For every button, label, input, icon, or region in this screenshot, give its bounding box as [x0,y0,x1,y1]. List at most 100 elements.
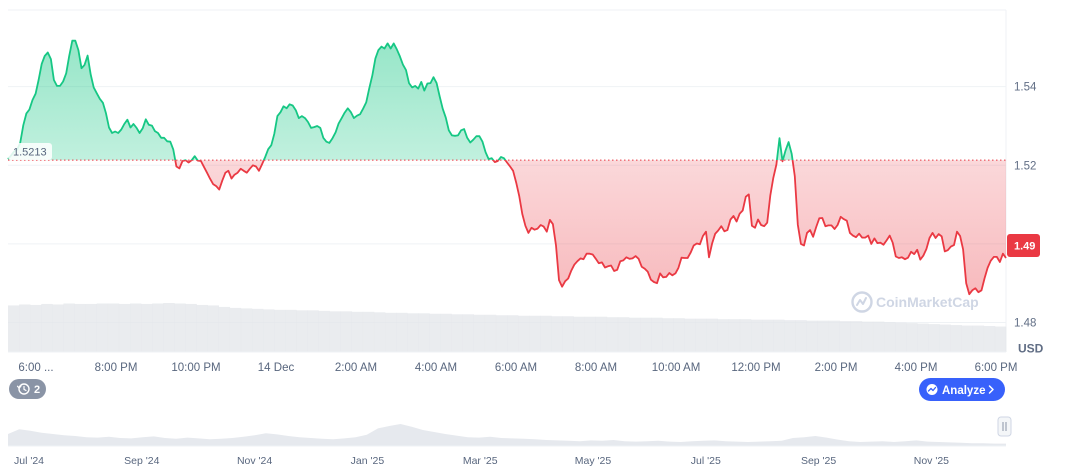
volume-bar [795,320,807,352]
price-line-down[interactable] [8,41,1007,296]
volume-bar [651,317,663,352]
price-area-down [8,160,1006,295]
y-axis: 1.541.521.501.48 [1014,82,1037,330]
volume-bar [706,318,718,352]
history-count: 2 [34,384,40,396]
volume-bar [628,317,641,352]
analyze-icon [926,384,938,395]
volume-bar [895,322,907,352]
x-tick-label: 8:00 AM [575,362,617,374]
overview-x-label: Jul '24 [14,455,44,467]
coinmarketcap-logo-icon [851,291,873,313]
x-tick-label: 4:00 PM [895,362,938,374]
volume-bar [762,319,774,352]
volume-bar [263,309,275,352]
navigator-handle[interactable] [997,416,1012,437]
volume-bar [396,312,408,352]
baseline-value-label: 1.5213 [13,147,47,159]
volume-bar [994,326,1007,352]
volume-bar [484,314,497,352]
volume-bar [773,319,785,352]
overview-x-label: Nov '24 [237,455,272,467]
x-tick-label: 10:00 AM [652,362,701,374]
volume-bar [917,323,929,352]
volume-bar [318,310,330,352]
volume-bar [351,311,364,352]
volume-bar [229,307,242,352]
analyze-label: Analyze [942,385,985,397]
analyze-button[interactable]: Analyze [919,378,1005,401]
volume-bar [373,312,386,352]
volume-bar [573,316,585,352]
overview-x-label: Jul '25 [691,455,721,467]
current-price-label: 1.49 [1014,241,1035,253]
volume-bar [540,315,552,352]
volume-bar [828,320,840,352]
overview-navigator[interactable]: Jul '24 Sep '24 Nov '24 Jan '25 Mar '25 May '… [8,406,1012,467]
volume-bar [551,316,563,352]
volume-bar [872,321,885,352]
coinmarketcap-watermark: CoinMarketCap [851,291,979,313]
volume-bar [196,304,208,352]
x-tick-label: 2:00 AM [335,362,377,374]
volume-bar [928,324,940,352]
volume-bar [285,309,297,352]
price-line-up[interactable] [7,39,1006,295]
volume-bar [240,308,253,352]
volume-bar [961,325,974,352]
volume-bar [163,303,175,352]
volume-bar [74,303,86,352]
volume-bar [129,303,142,352]
volume-bar [717,319,730,352]
y-tick-label: 1.54 [1014,82,1037,94]
history-badge[interactable]: 2 [9,379,46,399]
volume-bar [939,324,951,352]
x-tick-label: 8:00 PM [95,362,138,374]
overview-x-label: May '25 [575,455,612,467]
price-area-up [8,40,793,161]
volume-bar [307,310,319,352]
volume-bar [884,322,896,352]
volume-bar [118,303,131,352]
x-tick-label: 14 Dec [258,362,295,374]
volume-bar [617,317,630,352]
volume-bar [107,303,120,352]
x-tick-label: 10:00 PM [171,362,220,374]
volume-bar [251,308,264,352]
overview-area [8,424,1006,446]
volume-bar [63,303,75,352]
volume-bar [906,323,918,352]
volume-bar [595,316,608,352]
volume-bar [784,320,796,352]
history-icon [16,383,30,395]
y-tick-label: 1.48 [1014,318,1036,330]
volume-bar [340,311,353,352]
volume-bar [606,317,619,352]
volume-bar [495,315,508,352]
watermark-text: CoinMarketCap [876,294,979,310]
volume-bar [418,313,430,352]
volume-bar [640,317,652,352]
volume-bar [296,310,308,352]
volume-bar [362,311,375,352]
overview-x-axis: Jul '24 Sep '24 Nov '24 Jan '25 Mar '25 May '… [14,455,949,467]
volume-bar [662,318,674,352]
volume-bar [684,318,696,352]
volume-bar [950,325,962,352]
volume-bar [739,319,752,352]
volume-bar [218,306,231,352]
current-price-tag: 1.49 [1007,234,1040,257]
volume-bar [983,326,996,352]
volume-bar [152,303,164,352]
volume-bar [861,321,874,352]
volume-bar [529,315,541,352]
volume-bar [329,311,341,352]
chevron-right-icon [988,385,994,394]
volume-bar [850,321,863,352]
y-tick-label: 1.52 [1014,160,1036,172]
volume-bar [185,303,197,352]
currency-unit-label: USD [1018,342,1044,356]
volume-bar [750,319,763,352]
x-tick-label: 6:00 AM [495,362,537,374]
